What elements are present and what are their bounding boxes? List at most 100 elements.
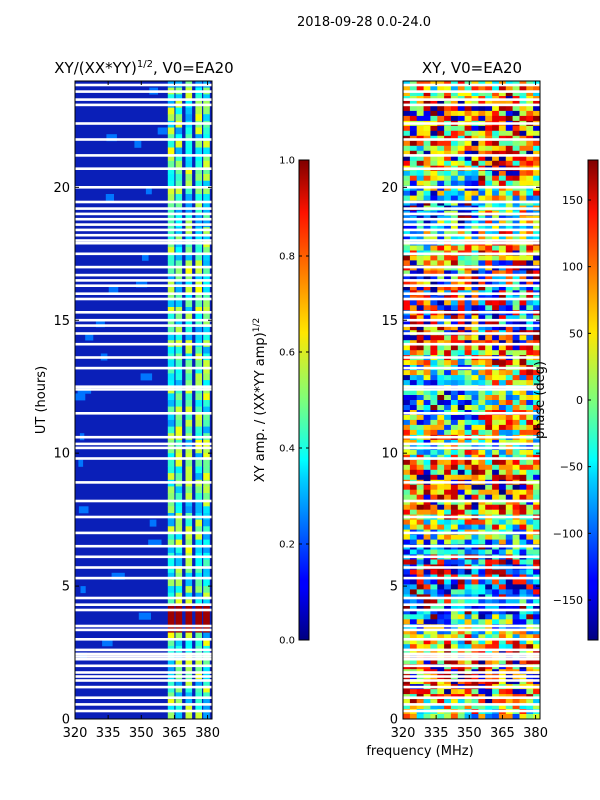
phase-cell bbox=[519, 504, 527, 511]
phase-cell bbox=[437, 604, 445, 610]
amplitude-cell bbox=[185, 307, 193, 314]
amplitude-cell bbox=[195, 160, 202, 168]
amplitude-cell bbox=[203, 326, 210, 334]
amplitude-cell bbox=[203, 114, 210, 122]
phase-cell bbox=[492, 255, 500, 261]
amplitude-cell bbox=[185, 619, 193, 627]
phase-cell bbox=[409, 559, 418, 565]
phase-cell bbox=[409, 584, 418, 590]
flagged-row bbox=[75, 412, 212, 415]
phase-cell bbox=[526, 86, 534, 92]
phase-cell bbox=[416, 280, 424, 286]
phase-cell bbox=[519, 579, 527, 585]
phase-cell bbox=[505, 559, 514, 565]
flagged-row bbox=[403, 292, 540, 295]
phase-cell bbox=[478, 714, 486, 720]
flagged-row bbox=[75, 90, 212, 93]
phase-cell bbox=[533, 280, 541, 286]
flagged-row bbox=[403, 457, 540, 460]
flagged-row bbox=[75, 239, 212, 242]
phase-cell bbox=[512, 614, 520, 620]
phase-cell bbox=[478, 320, 486, 326]
flagged-row bbox=[75, 664, 212, 668]
phase-cell bbox=[485, 459, 493, 466]
phase-cell bbox=[519, 190, 527, 197]
amplitude-cell bbox=[167, 592, 175, 600]
phase-cell bbox=[533, 225, 541, 231]
phase-cell bbox=[498, 634, 507, 640]
phase-cell bbox=[423, 230, 431, 236]
flagged-row bbox=[403, 366, 540, 370]
amplitude-cell bbox=[167, 253, 175, 261]
phase-cell bbox=[526, 260, 534, 266]
phase-cell bbox=[478, 155, 486, 162]
phase-cell bbox=[416, 170, 424, 177]
phase-cell bbox=[492, 689, 500, 695]
phase-cell bbox=[403, 569, 411, 575]
flagged-row bbox=[75, 442, 212, 446]
phase-cell bbox=[403, 524, 411, 530]
phase-cell bbox=[505, 405, 514, 411]
phase-cell bbox=[437, 714, 445, 720]
phase-cell bbox=[403, 380, 411, 386]
phase-cell bbox=[478, 350, 486, 356]
phase-cell bbox=[450, 499, 459, 506]
phase-cell bbox=[409, 245, 418, 251]
phase-cell bbox=[430, 280, 438, 286]
amplitude-cell bbox=[203, 253, 210, 261]
phase-cell bbox=[533, 419, 541, 426]
flagged-row bbox=[75, 98, 212, 101]
phase-cell bbox=[457, 145, 466, 152]
flagged-row bbox=[403, 499, 540, 503]
flagged-row bbox=[403, 265, 540, 269]
phase-cell bbox=[437, 504, 445, 511]
amplitude-cell bbox=[195, 572, 202, 580]
phase-cell bbox=[457, 125, 466, 132]
phase-cell bbox=[471, 325, 479, 331]
phase-cell bbox=[512, 335, 520, 341]
phase-cell bbox=[492, 469, 500, 476]
phase-cell bbox=[471, 110, 479, 117]
phase-cell bbox=[403, 155, 411, 162]
phase-cell bbox=[409, 419, 418, 426]
phase-cell bbox=[409, 91, 418, 97]
phase-cell bbox=[505, 449, 514, 456]
phase-cell bbox=[512, 380, 520, 386]
phase-cell bbox=[423, 160, 431, 167]
phase-cell bbox=[505, 504, 514, 511]
amplitude-x-tick-label: 320 bbox=[63, 726, 88, 741]
phase-cell bbox=[464, 549, 472, 555]
flagged-row bbox=[403, 696, 540, 699]
phase-cell bbox=[464, 285, 472, 291]
phase-cell bbox=[464, 609, 472, 615]
phase-cell bbox=[416, 699, 424, 705]
phase-cell bbox=[533, 335, 541, 341]
phase-cell bbox=[505, 305, 514, 311]
phase-cell bbox=[409, 315, 418, 321]
amplitude-cell bbox=[185, 572, 193, 580]
phase-cell bbox=[430, 439, 438, 446]
phase-cell bbox=[450, 494, 459, 501]
phase-cell bbox=[471, 609, 479, 615]
phase-cell bbox=[533, 519, 541, 525]
phase-cell bbox=[457, 130, 466, 137]
amplitude-cell bbox=[185, 380, 193, 388]
phase-cell bbox=[492, 190, 500, 197]
phase-cell bbox=[457, 405, 466, 411]
phase-cell bbox=[485, 704, 493, 710]
phase-cell bbox=[403, 305, 411, 311]
phase-cell bbox=[444, 275, 452, 281]
amplitude-cell bbox=[175, 194, 183, 201]
phase-cell bbox=[498, 489, 507, 496]
phase-cell bbox=[526, 325, 534, 331]
phase-cell bbox=[519, 484, 527, 491]
phase-cell bbox=[492, 275, 500, 281]
phase-cell bbox=[498, 86, 507, 92]
phase-cell bbox=[519, 285, 527, 291]
phase-cell bbox=[533, 504, 541, 511]
phase-cell bbox=[403, 285, 411, 291]
phase-cell bbox=[416, 534, 424, 540]
phase-cell bbox=[450, 489, 459, 496]
phase-cell bbox=[526, 335, 534, 341]
phase-x-tick-label: 380 bbox=[523, 726, 548, 741]
